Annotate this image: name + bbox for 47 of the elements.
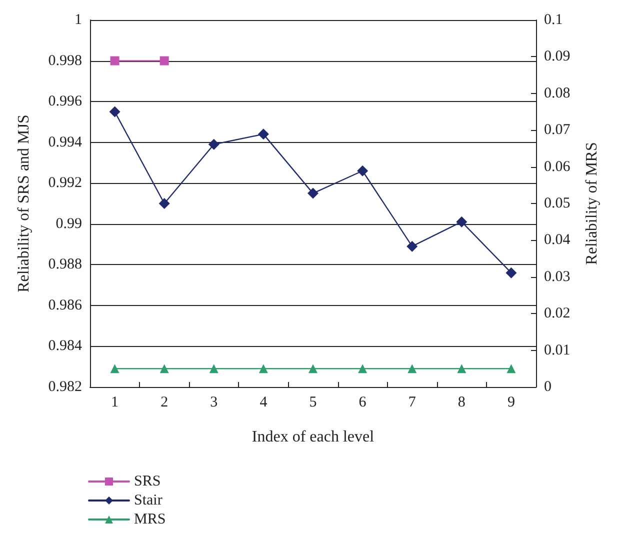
x-tick-label: 2 — [160, 394, 168, 410]
y2-tick-label: 0.01 — [544, 342, 570, 358]
point — [160, 56, 169, 66]
y2-tick-label: 0.02 — [544, 306, 570, 322]
x-tick-label: 5 — [309, 394, 317, 410]
point — [506, 267, 517, 278]
x-tick-label: 7 — [408, 394, 416, 410]
point — [258, 128, 269, 140]
y2-tick-label: 0.08 — [544, 85, 570, 102]
y-tick-label: 0.982 — [48, 379, 82, 395]
x-axis-title: Index of each level — [252, 428, 375, 446]
point — [208, 138, 220, 150]
legend-label: MRS — [134, 512, 166, 528]
y-tick-label: 0.996 — [48, 94, 82, 110]
y-tick-label: 0.992 — [48, 175, 82, 192]
y-tick-label: 0.988 — [48, 256, 82, 273]
y2-tick-label: 0.07 — [544, 122, 571, 138]
y2-axis-title: Reliability of MRS — [584, 142, 600, 265]
x-tick-label: 1 — [111, 394, 119, 410]
x-tick-label: 8 — [458, 394, 466, 410]
point — [308, 188, 318, 199]
x-tick-label: 3 — [210, 394, 218, 410]
point — [357, 165, 368, 176]
y2-tick-label: 0.09 — [544, 48, 570, 65]
y-tick-label: 1 — [74, 12, 82, 28]
y-tick-label: 0.99 — [56, 216, 82, 232]
x-tick-label: 9 — [507, 394, 515, 410]
y2-tick-label: 0.06 — [544, 158, 571, 175]
y2-tick-label: 0.03 — [544, 268, 570, 285]
point — [456, 216, 468, 228]
y2-tick-label: 0.05 — [544, 196, 570, 212]
y-axis-title: Reliability of SRS and MJS — [16, 114, 32, 292]
y-tick-label: 0.994 — [48, 134, 82, 150]
y2-tick-label: 0.04 — [544, 232, 571, 248]
point — [406, 240, 418, 252]
y-tick-label: 0.984 — [48, 338, 82, 354]
point — [109, 106, 120, 118]
y-tick-label: 0.986 — [48, 297, 82, 314]
y2-tick-label: 0.1 — [544, 12, 563, 28]
x-tick-label: 4 — [260, 394, 268, 410]
point — [110, 56, 120, 66]
point — [158, 198, 170, 209]
legend-label: Stair — [134, 492, 162, 508]
x-tick-label: 6 — [358, 394, 367, 410]
y-tick-label: 0.998 — [48, 52, 82, 69]
y2-tick-label: 0 — [544, 379, 552, 395]
legend-label: SRS — [134, 474, 161, 490]
